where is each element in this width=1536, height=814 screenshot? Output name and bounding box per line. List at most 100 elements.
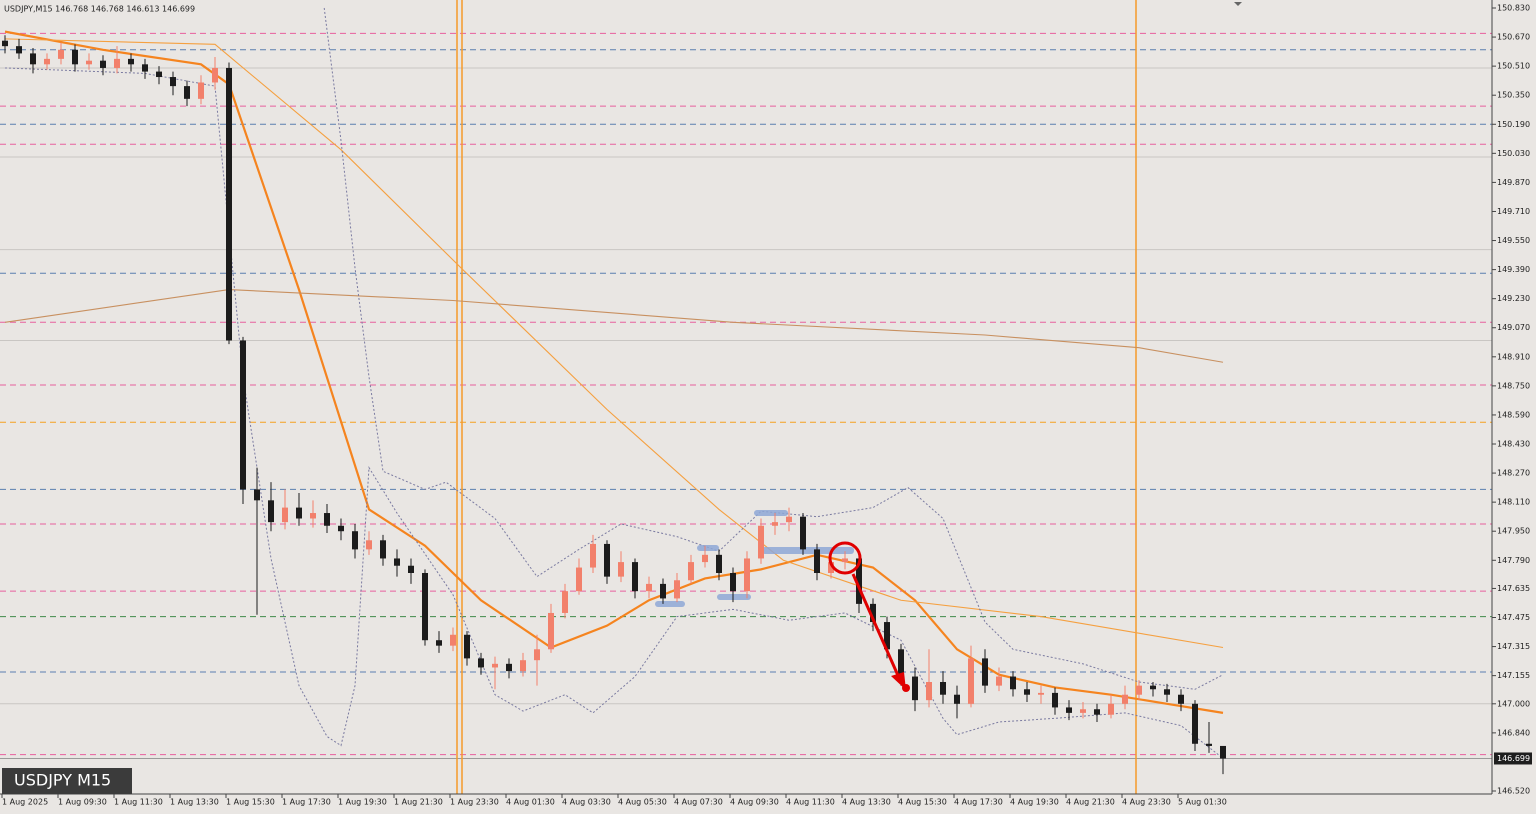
candle-body (324, 513, 330, 526)
candle-body (870, 603, 876, 623)
candle-body (394, 558, 400, 566)
candle-body (72, 49, 78, 65)
candle-body (1024, 689, 1030, 695)
candle-body (1066, 707, 1072, 713)
bid-label: 146.699 (1497, 754, 1530, 763)
x-tick-label: 5 Aug 01:30 (1178, 798, 1227, 807)
x-tick-label: 1 Aug 11:30 (114, 798, 163, 807)
candle-body (660, 583, 666, 599)
candle-body (156, 71, 162, 78)
y-tick-label: 148.270 (1497, 469, 1530, 478)
x-tick-label: 4 Aug 23:30 (1122, 798, 1171, 807)
y-tick-label: 149.390 (1497, 265, 1530, 274)
candle-body (58, 49, 64, 59)
candle-body (800, 516, 806, 550)
y-tick-label: 150.830 (1497, 4, 1530, 13)
candle-body (1122, 694, 1128, 704)
candle-body (520, 660, 526, 672)
candle-body (226, 67, 232, 341)
candle-body (268, 500, 274, 523)
x-tick-label: 4 Aug 19:30 (1010, 798, 1059, 807)
candle-body (884, 622, 890, 650)
candle-body (1220, 745, 1226, 759)
candle-body (604, 543, 610, 577)
y-tick-label: 147.155 (1497, 671, 1530, 680)
candle-body (1136, 685, 1142, 695)
y-tick-label: 148.590 (1497, 410, 1530, 419)
symbol-box (2, 768, 132, 794)
candle-body (408, 565, 414, 573)
highlight (762, 547, 854, 554)
candle-body (1052, 692, 1058, 708)
candle-body (898, 649, 904, 677)
x-tick-label: 1 Aug 17:30 (282, 798, 331, 807)
x-tick-label: 1 Aug 23:30 (450, 798, 499, 807)
candle-body (282, 507, 288, 523)
candle-body (44, 58, 50, 65)
candle-body (240, 340, 246, 490)
y-tick-label: 148.910 (1497, 352, 1530, 361)
x-tick-label: 4 Aug 15:30 (898, 798, 947, 807)
candle-body (590, 543, 596, 568)
indicator-line (4, 67, 1224, 759)
candle-body (926, 681, 932, 701)
candle-body (856, 558, 862, 604)
y-tick-label: 150.350 (1497, 91, 1530, 100)
y-tick-label: 150.030 (1497, 149, 1530, 158)
candle-body (184, 86, 190, 99)
candle-body (996, 676, 1002, 686)
candle-body (814, 549, 820, 573)
candle-body (548, 612, 554, 650)
y-tick-label: 147.635 (1497, 584, 1530, 593)
candle-body (842, 558, 848, 563)
y-tick-label: 149.870 (1497, 178, 1530, 187)
candle-body (2, 40, 8, 47)
marker-circle (828, 541, 862, 575)
candle-body (464, 634, 470, 659)
x-tick-label: 4 Aug 05:30 (618, 798, 667, 807)
candle-body (618, 562, 624, 577)
x-tick-label: 4 Aug 03:30 (562, 798, 611, 807)
candle-body (632, 562, 638, 592)
y-tick-label: 147.315 (1497, 642, 1530, 651)
arrow-line (851, 573, 902, 681)
y-tick-label: 149.230 (1497, 294, 1530, 303)
x-tick-label: 1 Aug 09:30 (58, 798, 107, 807)
y-tick-label: 147.790 (1497, 556, 1530, 565)
candle-body (492, 663, 498, 668)
candle-body (688, 562, 694, 581)
x-tick-label: 4 Aug 09:30 (730, 798, 779, 807)
candle-body (1094, 709, 1100, 715)
candle-body (716, 554, 722, 573)
candle-body (730, 572, 736, 592)
chart-title: USDJPY,M15 146.768 146.768 146.613 146.6… (4, 5, 195, 14)
candle-body (254, 489, 260, 501)
candle-body (128, 58, 134, 65)
symbol-label: USDJPY M15 (14, 771, 111, 790)
candle-body (142, 64, 148, 72)
candle-body (170, 77, 176, 87)
candle-body (352, 531, 358, 550)
candle-body (1080, 709, 1086, 713)
candle-body (534, 649, 540, 661)
candle-body (646, 583, 652, 592)
candle-body (86, 60, 92, 65)
arrow-dot (902, 684, 910, 692)
candle-body (702, 554, 708, 563)
highlight (717, 594, 751, 600)
candle-body (366, 540, 372, 550)
candle-body (912, 676, 918, 701)
candle-body (114, 58, 120, 68)
y-tick-label: 150.670 (1497, 33, 1530, 42)
candle-body (1206, 743, 1212, 746)
candle-body (968, 658, 974, 704)
candle-body (786, 516, 792, 523)
session-lines (456, 0, 1137, 794)
x-tick-label: 1 Aug 21:30 (394, 798, 443, 807)
candle-body (450, 634, 456, 646)
candle-body (1150, 685, 1156, 690)
candle-body (982, 658, 988, 686)
y-tick-label: 146.840 (1497, 728, 1530, 737)
